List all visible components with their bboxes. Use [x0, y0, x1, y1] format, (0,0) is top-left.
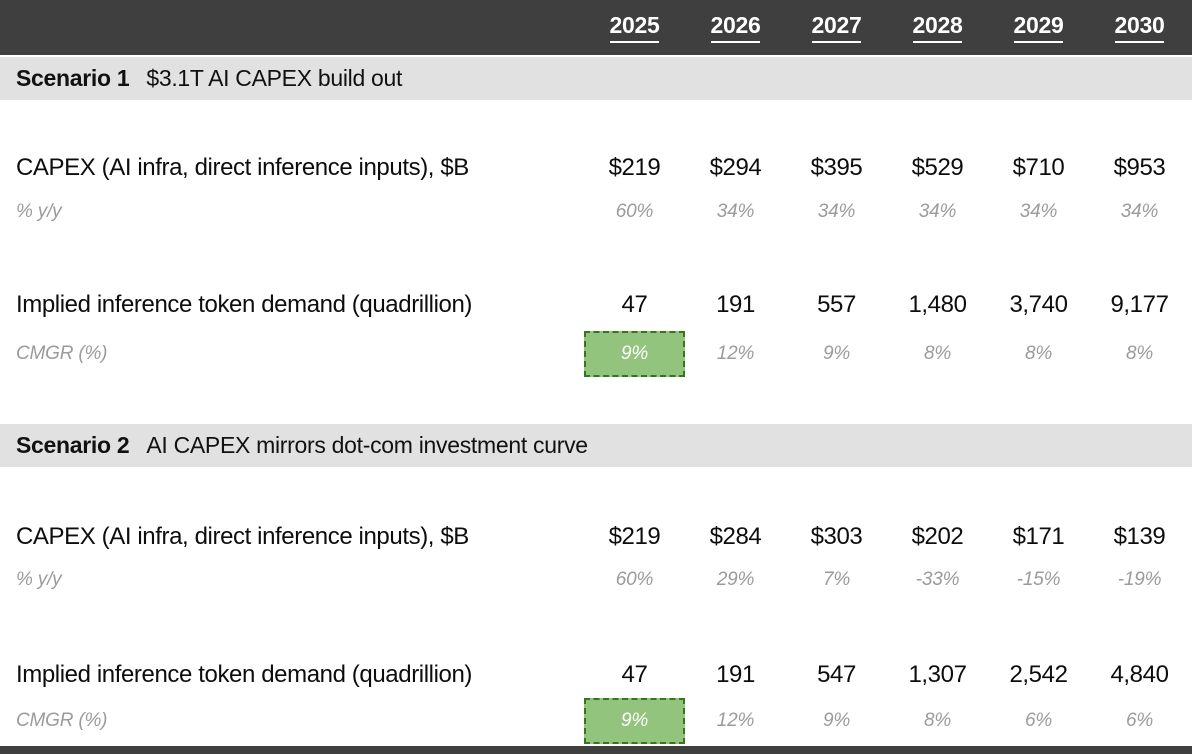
value-cell: -33%: [915, 569, 960, 590]
year-label: 2030: [1114, 12, 1165, 43]
value-cell: 191: [716, 661, 755, 688]
value-cell: 34%: [1120, 201, 1159, 222]
year-column-2028: 2028: [887, 12, 988, 43]
value-cell: 4,840: [1110, 661, 1169, 688]
highlighted-cmgr-cell: 9%: [584, 698, 685, 744]
value-cell: $284: [709, 523, 762, 550]
value-cell: 34%: [817, 201, 856, 222]
s1-token-demand-row: Implied inference token demand (quadrill…: [0, 284, 1192, 326]
value-cell: 9%: [822, 710, 851, 731]
scenario2-band: Scenario 2 AI CAPEX mirrors dot-com inve…: [0, 424, 1192, 467]
value-cell: -15%: [1016, 569, 1061, 590]
value-cell: 8%: [1024, 343, 1053, 364]
value-cell: 60%: [615, 201, 654, 222]
s2-capex-growth-row: % y/y 60% 29% 7% -33% -15% -19%: [0, 563, 1192, 597]
value-cell: 8%: [923, 710, 952, 731]
s2-capex-label: CAPEX (AI infra, direct inference inputs…: [16, 523, 469, 550]
s2-token-demand-label: Implied inference token demand (quadrill…: [16, 661, 473, 688]
year-label: 2029: [1013, 12, 1064, 43]
value-cell: $219: [608, 154, 661, 181]
value-cell: $395: [810, 154, 863, 181]
value-cell: 47: [621, 291, 648, 318]
year-header-bar: 2025 2026 2027 2028 2029 2030: [0, 0, 1192, 55]
value-cell: $139: [1113, 523, 1166, 550]
year-label: 2026: [710, 12, 761, 43]
scenario1-name: Scenario 1: [16, 65, 130, 91]
value-cell: 6%: [1024, 710, 1053, 731]
value-cell: $219: [608, 523, 661, 550]
year-column-2029: 2029: [988, 12, 1089, 43]
value-cell: 9,177: [1110, 291, 1169, 318]
value-cell: 34%: [918, 201, 957, 222]
value-cell: 9%: [822, 343, 851, 364]
value-cell: 6%: [1125, 710, 1154, 731]
scenario2-description: AI CAPEX mirrors dot-com investment curv…: [146, 432, 588, 458]
value-cell: -19%: [1117, 569, 1162, 590]
scenario1-description: $3.1T AI CAPEX build out: [146, 65, 403, 91]
year-label: 2028: [912, 12, 963, 43]
value-cell: 3,740: [1009, 291, 1068, 318]
value-cell: 34%: [716, 201, 755, 222]
value-cell: $202: [911, 523, 964, 550]
s2-cmgr-label: CMGR (%): [16, 710, 108, 731]
s1-capex-growth-label: % y/y: [16, 201, 62, 222]
value-cell: $529: [911, 154, 964, 181]
s2-capex-growth-label: % y/y: [16, 569, 62, 590]
value-cell: 47: [621, 661, 648, 688]
value-cell: 8%: [923, 343, 952, 364]
value-cell: 12%: [716, 343, 755, 364]
value-cell: $953: [1113, 154, 1166, 181]
footer-bar: [0, 746, 1192, 754]
s1-cmgr-label: CMGR (%): [16, 343, 108, 364]
value-cell: 557: [817, 291, 856, 318]
header-divider: [0, 55, 1192, 57]
s1-capex-row: CAPEX (AI infra, direct inference inputs…: [0, 147, 1192, 189]
green-highlight-box: 9%: [584, 698, 685, 744]
value-cell: 8%: [1125, 343, 1154, 364]
value-cell: 1,480: [908, 291, 967, 318]
value-cell: $171: [1012, 523, 1065, 550]
s2-token-demand-row: Implied inference token demand (quadrill…: [0, 654, 1192, 696]
s2-capex-row: CAPEX (AI infra, direct inference inputs…: [0, 516, 1192, 558]
value-cell: $294: [709, 154, 762, 181]
year-label: 2027: [811, 12, 862, 43]
value-cell: 547: [817, 661, 856, 688]
value-cell: 60%: [615, 569, 654, 590]
value-cell: 7%: [822, 569, 851, 590]
year-column-2027: 2027: [786, 12, 887, 43]
s1-cmgr-row: CMGR (%) 9% 12% 9% 8% 8% 8%: [0, 331, 1192, 377]
scenario2-name: Scenario 2: [16, 432, 130, 458]
value-cell: $303: [810, 523, 863, 550]
year-label: 2025: [609, 12, 660, 43]
highlighted-cmgr-cell: 9%: [584, 331, 685, 377]
s1-capex-label: CAPEX (AI infra, direct inference inputs…: [16, 154, 469, 181]
green-highlight-box: 9%: [584, 331, 685, 377]
value-cell: 12%: [716, 710, 755, 731]
year-column-2025: 2025: [584, 12, 685, 43]
value-cell: 29%: [716, 569, 755, 590]
value-cell: 1,307: [908, 661, 967, 688]
value-cell: 2,542: [1009, 661, 1068, 688]
s1-capex-growth-row: % y/y 60% 34% 34% 34% 34% 34%: [0, 195, 1192, 229]
value-cell: 34%: [1019, 201, 1058, 222]
year-column-2030: 2030: [1089, 12, 1190, 43]
s1-token-demand-label: Implied inference token demand (quadrill…: [16, 291, 473, 318]
value-cell: $710: [1012, 154, 1065, 181]
scenario1-band: Scenario 1 $3.1T AI CAPEX build out: [0, 57, 1192, 100]
s2-cmgr-row: CMGR (%) 9% 12% 9% 8% 6% 6%: [0, 698, 1192, 744]
year-column-2026: 2026: [685, 12, 786, 43]
value-cell: 191: [716, 291, 755, 318]
